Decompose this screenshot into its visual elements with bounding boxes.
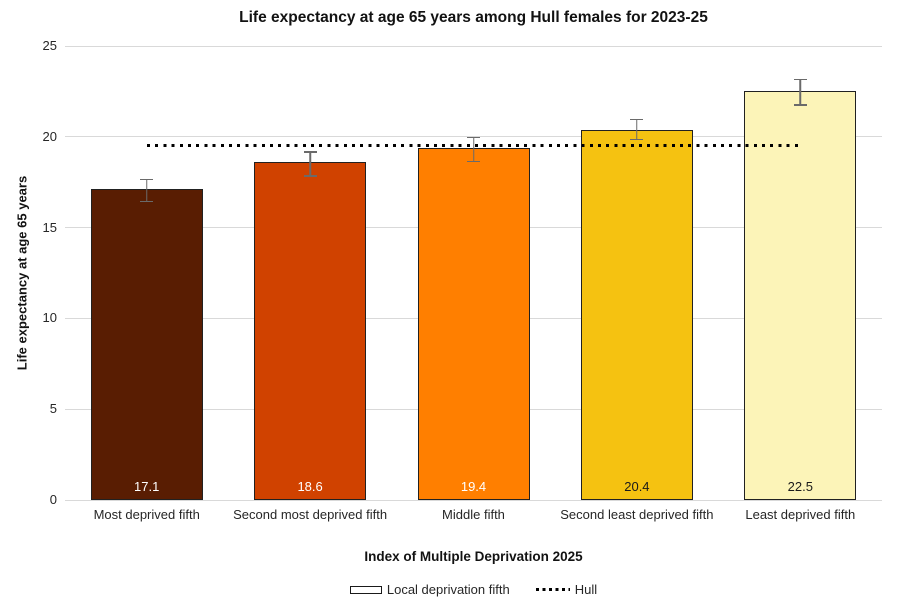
error-bar (303, 151, 317, 177)
error-bar-cap (140, 178, 154, 181)
error-bar-cap (630, 118, 644, 121)
y-tick-label: 10 (42, 310, 57, 326)
bar-value-label: 17.1 (134, 479, 160, 494)
dotted-line-icon (535, 588, 570, 591)
x-category-label: Second most deprived fifth (233, 507, 388, 522)
legend: Local deprivation fifth Hull (65, 582, 882, 597)
x-axis-title: Index of Multiple Deprivation 2025 (364, 549, 583, 564)
legend-item-hull: Hull (535, 582, 598, 597)
legend-item-local-deprivation-fifth: Local deprivation fifth (349, 582, 510, 597)
error-bar (793, 78, 807, 106)
bar: 22.5 (744, 91, 857, 500)
chart-title: Life expectancy at age 65 years among Hu… (239, 9, 708, 26)
bar: 17.1 (90, 189, 203, 500)
x-category-label: Second least deprived fifth (560, 507, 714, 522)
bar: 20.4 (580, 129, 693, 500)
y-axis-title: Life expectancy at age 65 years (14, 175, 30, 371)
error-bar (630, 118, 644, 141)
error-bar (467, 136, 480, 163)
error-bar-line (145, 178, 148, 203)
error-bar-cap (793, 104, 807, 106)
error-bar-cap (793, 78, 807, 81)
bar-value-label: 22.5 (787, 479, 813, 494)
y-tick-label: 5 (49, 401, 57, 417)
bar: 19.4 (417, 147, 530, 500)
error-bar-cap (303, 175, 317, 177)
x-category-label: Most deprived fifth (93, 507, 200, 522)
hull-reference-line (146, 144, 801, 148)
plot-area: 17.1 18.6 19.4 20.4 22.5 (65, 45, 882, 501)
error-bar (140, 178, 154, 203)
bar-value-label: 20.4 (624, 479, 650, 494)
y-tick-label: 25 (42, 38, 57, 53)
error-bar-line (636, 118, 638, 141)
error-bar-cap (467, 160, 480, 163)
error-bar-cap (467, 136, 480, 139)
x-category-label: Least deprived fifth (745, 507, 856, 522)
error-bar-line (309, 151, 311, 177)
error-bar-cap (303, 151, 317, 153)
bar-value-label: 19.4 (460, 479, 487, 494)
gridline (65, 499, 882, 501)
bar-value-label: 18.6 (297, 479, 323, 494)
y-tick-label: 20 (42, 128, 57, 144)
error-bar-cap (140, 200, 154, 203)
error-bar-line (472, 136, 475, 163)
x-category-label: Middle fifth (442, 507, 505, 522)
error-bar-line (799, 78, 802, 106)
gridline (65, 45, 882, 47)
error-bar-cap (630, 138, 644, 141)
bar: 18.6 (254, 162, 367, 500)
legend-label: Hull (574, 582, 598, 597)
y-tick-label: 0 (49, 492, 57, 507)
y-tick-label: 15 (42, 219, 57, 235)
bar-outline-icon (349, 585, 382, 594)
legend-label: Local deprivation fifth (386, 582, 510, 597)
